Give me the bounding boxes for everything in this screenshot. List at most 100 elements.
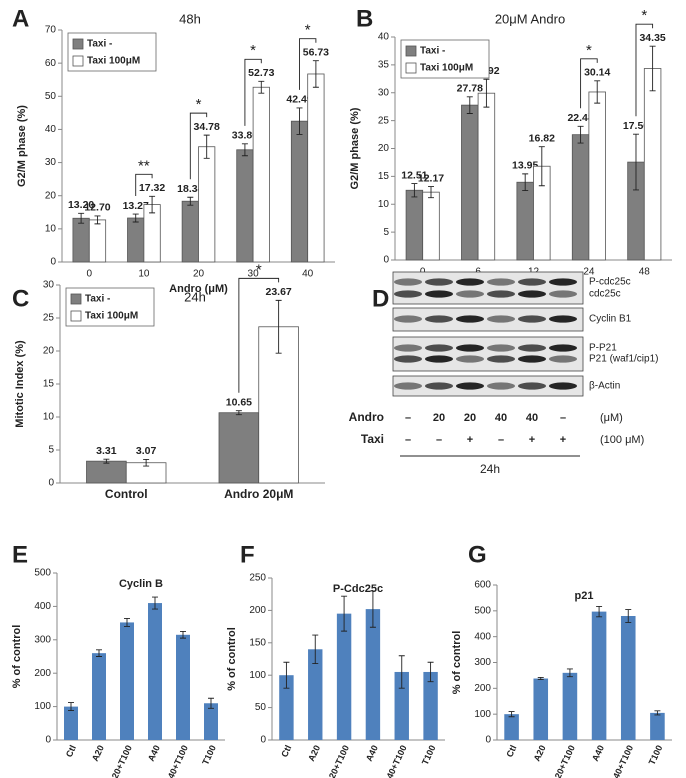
- blot-band: [456, 382, 484, 390]
- blot-band: [549, 290, 577, 298]
- error-bar: [187, 196, 194, 206]
- error-bar: [522, 173, 529, 192]
- lane-value: +: [467, 434, 473, 446]
- panel-letter: D: [372, 285, 389, 312]
- y-tick-label: 200: [474, 683, 491, 694]
- y-tick-label: 50: [45, 91, 57, 102]
- x-tick-label: 0: [87, 269, 93, 280]
- y-tick-label: 15: [378, 171, 390, 182]
- blot-band: [394, 315, 422, 323]
- significance-mark: *: [641, 7, 647, 24]
- blot-band: [518, 278, 546, 286]
- legend-swatch: [70, 310, 82, 322]
- blot-band: [518, 290, 546, 298]
- error-bar: [124, 617, 130, 627]
- blot-frame: [392, 271, 584, 305]
- bar: [422, 191, 440, 261]
- error-bar: [428, 186, 435, 199]
- bar: [423, 671, 438, 740]
- y-tick-label: 600: [474, 580, 491, 591]
- bar: [477, 92, 496, 261]
- value-label: 12.70: [84, 202, 110, 214]
- legend: Taxi - Taxi 100μM: [65, 287, 155, 327]
- error-bar: [466, 96, 473, 114]
- error-bar: [649, 45, 656, 92]
- value-label: 12.17: [418, 172, 444, 184]
- x-tick-label: A20+T100: [324, 744, 351, 778]
- y-tick-label: 5: [383, 227, 389, 238]
- significance-mark: **: [138, 157, 150, 174]
- bar: [236, 149, 254, 263]
- x-tick-label: A40: [364, 744, 380, 763]
- bar: [571, 134, 590, 261]
- significance-mark: *: [305, 22, 311, 39]
- x-tick-label: A40+T100: [382, 744, 409, 778]
- y-tick-label: 35: [378, 60, 390, 71]
- x-tick-label: Ctl: [64, 744, 78, 759]
- error-bar: [508, 711, 515, 718]
- y-axis-label: G2/M phase (%): [349, 107, 361, 189]
- error-bar: [94, 215, 101, 225]
- value-label: 12.51: [401, 169, 427, 181]
- lane-value: 20: [464, 412, 476, 424]
- x-tick-label: T100: [647, 744, 665, 767]
- blot-band: [518, 315, 546, 323]
- x-tick-label: T100: [200, 744, 218, 767]
- bar: [279, 675, 294, 740]
- y-tick-label: 30: [45, 157, 57, 168]
- error-bar: [275, 299, 282, 354]
- lane-value: +: [529, 434, 535, 446]
- y-axis-label: G2/M phase (%): [16, 105, 28, 187]
- error-bar: [312, 634, 319, 664]
- error-bar: [427, 661, 434, 683]
- significance-bracket: [135, 173, 153, 197]
- blot-band: [425, 315, 453, 323]
- error-bar: [369, 590, 376, 628]
- condition-name: Andro: [349, 410, 384, 424]
- bar: [516, 181, 534, 261]
- bar: [176, 634, 190, 740]
- blot-band: [425, 355, 453, 363]
- x-tick-label: 20: [193, 269, 205, 280]
- value-label: 13.27: [123, 200, 149, 212]
- value-label: 52.73: [248, 67, 274, 79]
- value-label: 10.65: [226, 397, 252, 409]
- significance-bracket: [635, 23, 654, 117]
- blot-label: cdc25c: [589, 289, 621, 300]
- y-tick-label: 0: [485, 735, 491, 746]
- error-bar: [538, 146, 545, 187]
- lane-value: –: [436, 434, 442, 446]
- y-tick-label: 30: [43, 280, 55, 291]
- y-tick-label: 10: [45, 223, 57, 234]
- error-bar: [96, 649, 102, 657]
- legend-swatch: [70, 293, 82, 305]
- y-tick-label: 15: [43, 379, 55, 390]
- x-tick-label: A40: [590, 744, 606, 763]
- blot-band: [518, 355, 546, 363]
- y-tick-label: 500: [474, 605, 491, 616]
- legend-label: Taxi 100μM: [85, 311, 138, 322]
- error-bar: [283, 661, 290, 689]
- y-tick-label: 25: [43, 313, 55, 324]
- lane-value: 40: [495, 412, 507, 424]
- time-label: 24h: [480, 462, 500, 476]
- significance-bracket: [189, 112, 208, 180]
- lane-value: –: [405, 412, 411, 424]
- error-bar: [68, 702, 74, 712]
- error-bar: [654, 710, 661, 716]
- y-tick-label: 10: [43, 412, 55, 423]
- chart-title: 24h: [184, 289, 206, 304]
- legend-swatch: [405, 62, 417, 74]
- y-tick-label: 5: [48, 445, 54, 456]
- blot-band: [487, 355, 515, 363]
- y-tick-label: 20: [43, 346, 55, 357]
- x-tick-label: T100: [420, 744, 438, 767]
- y-tick-label: 0: [48, 478, 54, 489]
- chart-title: 48h: [179, 11, 201, 26]
- y-tick-label: 25: [378, 115, 390, 126]
- panel-letter: E: [12, 541, 28, 568]
- y-axis-label: Mitotic Index (%): [14, 340, 26, 428]
- legend-label: Taxi 100μM: [87, 56, 140, 67]
- lane-value: +: [560, 434, 566, 446]
- lane-value: 20: [433, 412, 445, 424]
